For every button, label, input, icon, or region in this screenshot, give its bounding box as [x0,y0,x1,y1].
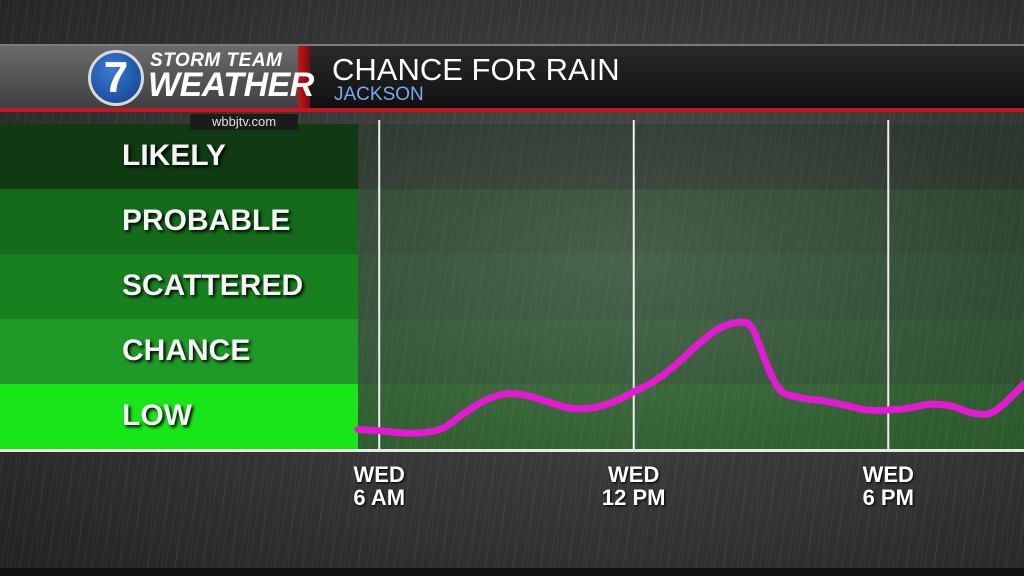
header-red-stripe [0,108,1024,112]
header-top-line [0,44,1024,46]
x-tick-day: WED [862,462,914,487]
page-title: CHANCE FOR RAIN [332,52,620,87]
rain-chance-line [354,318,1024,437]
location-subtitle: JACKSON [334,84,424,105]
category-row [0,189,358,254]
logo-separator [298,46,310,112]
category-label: LIKELY [122,138,226,172]
x-tick-label: WED 12 PM [574,463,694,509]
x-tick-day: WED [353,462,405,487]
x-tick-time: 6 AM [353,485,406,510]
category-row [0,384,358,449]
category-label: PROBABLE [122,203,291,237]
category-band [358,384,1024,449]
logo-text-weather: WEATHER [148,66,314,104]
station-url: wbbjtv.com [190,114,298,130]
bottom-border [0,568,1024,576]
x-tick-label: WED 6 PM [828,463,948,509]
category-band [358,189,1024,254]
category-row [0,254,358,319]
category-label: LOW [122,398,192,432]
category-label: SCATTERED [122,268,304,302]
logo-panel [0,46,298,112]
x-axis-baseline [0,449,1024,452]
x-tick-label: WED 6 AM [319,463,439,509]
channel-7-logo-icon: 7 [88,50,144,106]
category-row [0,124,358,189]
logo-text-storm-team: STORM TEAM [150,50,283,71]
category-band [358,254,1024,319]
category-label: CHANCE [122,333,251,367]
category-band [358,124,1024,189]
x-tick-time: 12 PM [601,485,666,510]
x-tick-day: WED [608,462,660,487]
category-row [0,319,358,384]
x-tick-time: 6 PM [862,485,914,510]
